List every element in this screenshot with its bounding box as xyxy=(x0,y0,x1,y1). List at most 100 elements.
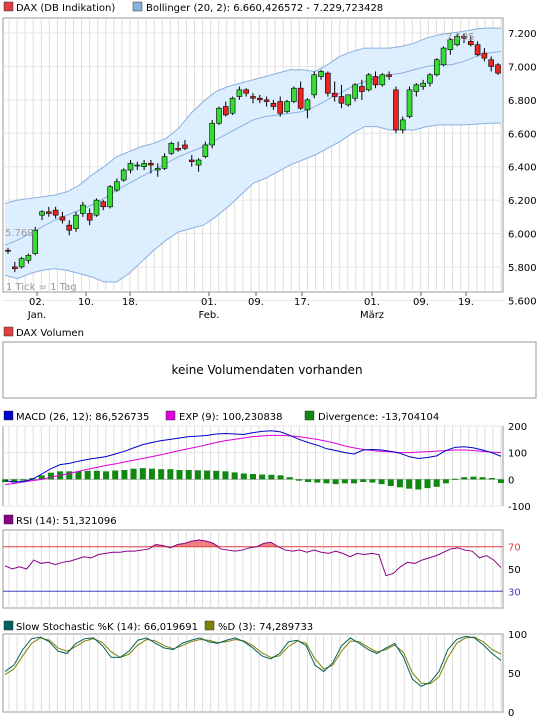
divergence-bar xyxy=(185,470,192,480)
stoch-y-tick: 50 xyxy=(508,669,521,680)
candle-body xyxy=(114,181,120,191)
divergence-bar xyxy=(305,479,312,482)
candle-body xyxy=(454,36,460,46)
macd-legend: MACD (26, 12): 86,526735 EXP (9): 100,23… xyxy=(3,410,439,423)
divergence-bar xyxy=(314,479,321,483)
divergence-bar xyxy=(103,471,110,480)
candle-body xyxy=(481,52,488,59)
divergence-bar xyxy=(369,479,376,483)
price-x-axis: 02. Jan. 10. 18. 01. Feb. 09. 17. 01. März 09. 19. xyxy=(27,292,474,321)
candle-body xyxy=(359,86,365,92)
candle-body xyxy=(433,59,440,76)
exp-legend-swatch xyxy=(165,410,176,421)
divergence-bar xyxy=(167,469,174,480)
divergence-bar xyxy=(332,479,339,485)
divergence-bar xyxy=(442,479,449,484)
candle-body xyxy=(304,99,311,111)
divergence-bar xyxy=(341,479,348,484)
stoch-y-tick: 100 xyxy=(508,630,527,641)
stoch-d-line xyxy=(4,636,502,685)
candle-body xyxy=(297,87,304,109)
bollinger-legend-swatch xyxy=(132,1,143,12)
divergence-bar xyxy=(75,471,82,480)
stoch-plot-frame xyxy=(2,633,504,713)
divergence-bar xyxy=(396,479,403,488)
stoch-d-legend-swatch xyxy=(204,620,215,631)
candle-body xyxy=(73,214,79,229)
candle-body xyxy=(352,84,358,99)
divergence-bar xyxy=(295,479,302,481)
price-y-tick: 7.200 xyxy=(508,29,537,40)
candle-body xyxy=(325,72,331,94)
macd-y-tick: 200 xyxy=(508,422,527,433)
divergence-legend-swatch xyxy=(304,410,315,421)
price-legend: DAX (DB Indikation) Bollinger (20, 2): 6… xyxy=(3,1,383,14)
exp-line xyxy=(4,434,502,486)
macd-legend-label: MACD (26, 12): 86,526735 xyxy=(16,412,149,423)
divergence-bar xyxy=(323,479,330,484)
candle-body xyxy=(345,94,352,106)
candle-body xyxy=(86,213,93,221)
divergence-bar xyxy=(351,479,358,484)
price-x-tick: 01. xyxy=(201,297,217,308)
candle-body xyxy=(365,74,372,91)
exp-legend-label: EXP (9): 100,230838 xyxy=(179,412,283,423)
bollinger-lower-line xyxy=(4,122,502,283)
divergence-bar xyxy=(488,478,495,480)
divergence-bar xyxy=(121,470,128,480)
divergence-bar xyxy=(148,468,155,480)
divergence-bar xyxy=(176,470,183,480)
candle-body xyxy=(66,224,73,231)
macd-plot-frame xyxy=(2,425,504,507)
divergence-bar xyxy=(479,477,486,480)
price-y-tick: 7.000 xyxy=(508,62,537,73)
rsi-y-tick: 50 xyxy=(508,565,521,576)
candle-body xyxy=(5,249,11,252)
bollinger-legend-label: Bollinger (20, 2): 6.660,426572 - 7.229,… xyxy=(146,3,383,14)
candle-body xyxy=(141,163,147,167)
volume-legend-label: DAX Volumen xyxy=(16,328,84,339)
tick-note: 1 Tick = 1 Tag xyxy=(6,282,77,293)
candle-body xyxy=(291,87,297,102)
candle-body xyxy=(59,216,66,221)
divergence-bar xyxy=(158,469,165,480)
candle-body xyxy=(120,169,127,181)
divergence-bar xyxy=(213,470,220,480)
price-y-tick: 6.600 xyxy=(508,129,537,140)
divergence-bar xyxy=(452,478,459,480)
candle-body xyxy=(488,59,494,67)
price-legend-swatch xyxy=(3,1,14,12)
volume-plot-frame xyxy=(2,341,537,399)
candle-body xyxy=(148,163,154,166)
divergence-bar xyxy=(360,479,367,482)
candle-body xyxy=(447,39,454,51)
candle-body xyxy=(134,164,141,167)
candle-body xyxy=(399,119,406,131)
price-legend-label: DAX (DB Indikation) xyxy=(16,3,115,14)
divergence-bar xyxy=(11,479,18,483)
divergence-bar xyxy=(93,470,100,480)
rsi-legend-label: RSI (14): 51,321096 xyxy=(16,516,117,527)
macd-y-tick: -100 xyxy=(508,502,531,513)
divergence-legend-label: Divergence: -13,704104 xyxy=(318,412,439,423)
divergence-bar xyxy=(84,470,91,480)
candle-body xyxy=(413,84,420,92)
candle-body xyxy=(182,144,188,149)
divergence-bar xyxy=(38,475,45,480)
candle-body xyxy=(100,201,107,208)
candle-body xyxy=(461,36,467,39)
price-x-subtick: März xyxy=(360,310,384,321)
stoch-k-legend-label: Slow Stochastic %K (14): 66,019691 xyxy=(16,622,198,633)
candle-body xyxy=(440,47,447,66)
candle-body xyxy=(202,144,209,157)
divergence-bars xyxy=(2,468,504,490)
stoch-y-tick: 0 xyxy=(508,708,514,719)
price-x-tick: 09. xyxy=(413,297,429,308)
divergence-bar xyxy=(268,474,275,480)
divergence-bar xyxy=(222,471,229,480)
candle-body xyxy=(331,92,338,97)
price-x-subtick: Feb. xyxy=(199,310,220,321)
rsi-plot-frame xyxy=(2,529,504,609)
annotation-high: 7.195 xyxy=(446,32,475,43)
candle-body xyxy=(46,211,52,214)
